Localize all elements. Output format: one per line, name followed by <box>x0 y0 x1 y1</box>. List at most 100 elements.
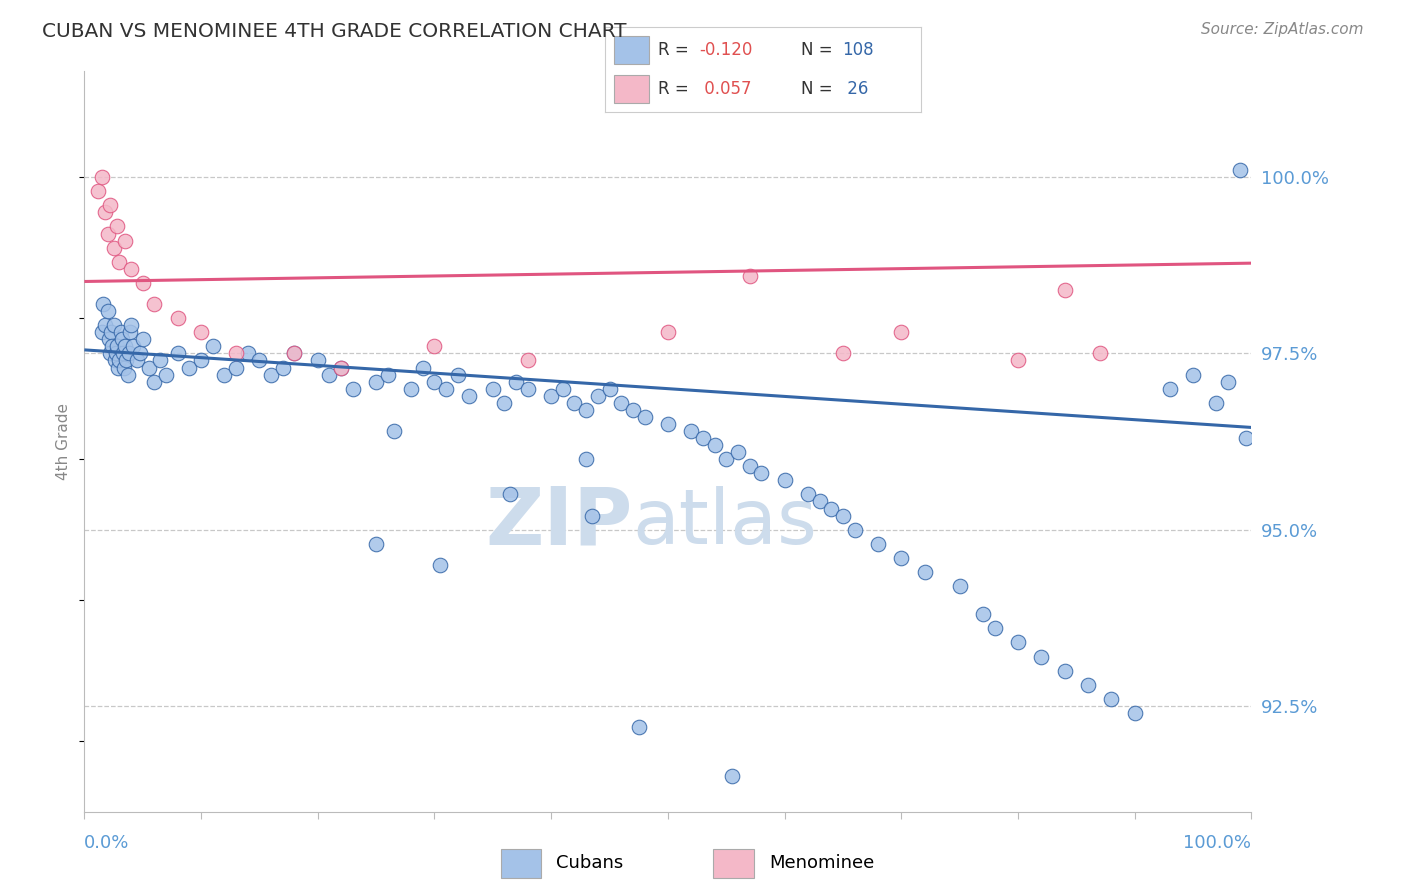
Point <box>120 261 142 276</box>
Point <box>103 318 125 333</box>
Point <box>117 368 139 382</box>
Point <box>90 170 112 185</box>
Point <box>94 318 117 333</box>
Point <box>366 375 388 389</box>
Point <box>797 487 820 501</box>
Point <box>423 339 446 353</box>
Point <box>98 198 121 212</box>
Point <box>738 268 761 283</box>
Point <box>1205 396 1227 410</box>
Point <box>249 353 271 368</box>
Text: 108: 108 <box>842 41 873 59</box>
Point <box>87 184 110 198</box>
Text: N =: N = <box>801 41 838 59</box>
Point <box>458 389 481 403</box>
Point <box>342 382 364 396</box>
Point <box>98 346 121 360</box>
Point <box>499 487 522 501</box>
Point <box>115 353 138 368</box>
Point <box>236 346 259 360</box>
Point <box>143 297 166 311</box>
Point <box>423 375 446 389</box>
Point <box>540 389 562 403</box>
Point <box>505 375 527 389</box>
Point <box>599 382 621 396</box>
Point <box>1123 706 1146 720</box>
Point <box>382 424 405 438</box>
Point <box>143 375 166 389</box>
Text: Cubans: Cubans <box>557 854 623 872</box>
Point <box>114 339 136 353</box>
Point <box>1099 692 1122 706</box>
Y-axis label: 4th Grade: 4th Grade <box>56 403 72 480</box>
Point <box>330 360 353 375</box>
Text: 0.057: 0.057 <box>700 80 752 98</box>
Point <box>983 621 1005 635</box>
Point <box>104 353 127 368</box>
Bar <box>614 75 650 103</box>
Point <box>90 325 112 339</box>
Point <box>100 325 122 339</box>
Point <box>516 382 538 396</box>
Text: CUBAN VS MENOMINEE 4TH GRADE CORRELATION CHART: CUBAN VS MENOMINEE 4TH GRADE CORRELATION… <box>42 22 627 41</box>
Text: N =: N = <box>801 80 838 98</box>
Point <box>1088 346 1111 360</box>
Point <box>283 346 305 360</box>
Point <box>657 325 679 339</box>
Text: atlas: atlas <box>633 485 818 559</box>
Point <box>1159 382 1181 396</box>
Point <box>110 325 132 339</box>
Point <box>103 241 125 255</box>
Point <box>692 431 714 445</box>
Point <box>107 360 129 375</box>
Text: 26: 26 <box>842 80 869 98</box>
Point <box>1053 664 1076 678</box>
Point <box>447 368 470 382</box>
Point <box>721 769 744 783</box>
Point <box>914 565 936 579</box>
Point <box>703 438 725 452</box>
Point <box>318 368 340 382</box>
Point <box>575 402 598 417</box>
Point <box>890 325 912 339</box>
Point <box>1031 649 1053 664</box>
Point <box>1007 353 1029 368</box>
Text: R =: R = <box>658 80 695 98</box>
Point <box>114 234 136 248</box>
Point <box>190 353 212 368</box>
Point <box>129 346 152 360</box>
Point <box>1216 375 1239 389</box>
Point <box>120 318 142 333</box>
Point <box>201 339 224 353</box>
Point <box>627 720 650 734</box>
Point <box>1077 678 1099 692</box>
Point <box>214 368 236 382</box>
Point <box>399 382 422 396</box>
Point <box>749 467 772 481</box>
Point <box>738 459 761 474</box>
Point <box>1007 635 1029 649</box>
Text: R =: R = <box>658 41 695 59</box>
Point <box>190 325 212 339</box>
Point <box>716 452 738 467</box>
Text: 0.0%: 0.0% <box>84 834 129 852</box>
Point <box>271 360 294 375</box>
Point <box>260 368 283 382</box>
Bar <box>614 36 650 64</box>
Text: Menominee: Menominee <box>769 854 875 872</box>
Point <box>307 353 329 368</box>
Text: Source: ZipAtlas.com: Source: ZipAtlas.com <box>1201 22 1364 37</box>
Point <box>866 537 889 551</box>
Point <box>633 409 655 424</box>
Point <box>377 368 399 382</box>
Point <box>101 339 124 353</box>
Point <box>551 382 574 396</box>
Point <box>657 417 679 431</box>
Text: ZIP: ZIP <box>485 483 633 562</box>
Point <box>844 523 866 537</box>
Point <box>366 537 388 551</box>
Point <box>949 579 972 593</box>
Point <box>610 396 633 410</box>
Point <box>138 360 160 375</box>
Point <box>681 424 703 438</box>
